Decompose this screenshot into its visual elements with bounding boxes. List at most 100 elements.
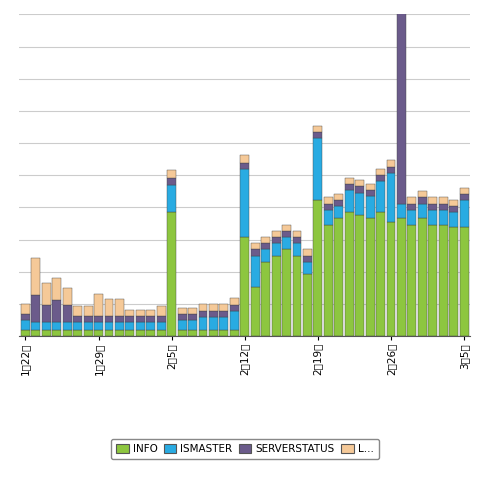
Bar [345, 190, 354, 212]
Bar [32, 295, 40, 323]
Bar [418, 204, 427, 218]
Bar [428, 210, 437, 225]
Bar [439, 197, 448, 204]
Bar [125, 310, 134, 316]
Bar [42, 330, 51, 336]
Bar [418, 197, 427, 204]
Bar [219, 330, 228, 336]
Bar [115, 330, 124, 336]
Bar [146, 316, 155, 323]
Bar [345, 212, 354, 336]
Bar [63, 330, 72, 336]
Bar [261, 262, 270, 336]
Bar [136, 330, 145, 336]
Bar [355, 186, 364, 192]
Bar [32, 330, 40, 336]
Bar [73, 330, 82, 336]
Bar [428, 225, 437, 336]
Bar [282, 237, 291, 250]
Bar [73, 323, 82, 330]
Bar [240, 169, 249, 237]
Bar [94, 316, 103, 323]
Bar [115, 316, 124, 323]
Bar [366, 190, 374, 196]
Bar [386, 160, 396, 167]
Bar [52, 323, 61, 330]
Bar [136, 316, 145, 323]
Bar [355, 215, 364, 336]
Bar [460, 227, 468, 336]
Bar [167, 212, 176, 336]
Bar [21, 304, 30, 314]
Bar [157, 306, 166, 316]
Bar [439, 210, 448, 225]
Bar [32, 323, 40, 330]
Bar [460, 188, 468, 194]
Bar [303, 255, 312, 262]
Bar [84, 323, 93, 330]
Bar [345, 178, 354, 184]
Bar [167, 170, 176, 178]
Bar [73, 306, 82, 316]
Bar [428, 197, 437, 204]
Bar [261, 250, 270, 262]
Bar [115, 299, 124, 316]
Bar [94, 323, 103, 330]
Bar [21, 320, 30, 330]
Bar [157, 330, 166, 336]
Bar [105, 299, 113, 316]
Bar [63, 305, 72, 323]
Bar [21, 330, 30, 336]
Bar [272, 255, 281, 336]
Bar [293, 237, 301, 243]
Bar [282, 231, 291, 237]
Bar [366, 218, 374, 336]
Bar [376, 212, 385, 336]
Bar [52, 330, 61, 336]
Bar [209, 330, 218, 336]
Bar [199, 311, 207, 317]
Bar [272, 237, 281, 243]
Bar [63, 323, 72, 330]
Bar [188, 320, 197, 330]
Bar [188, 308, 197, 314]
Bar [240, 163, 249, 169]
Bar [240, 156, 249, 163]
Bar [42, 323, 51, 330]
Bar [324, 210, 333, 225]
Bar [84, 306, 93, 316]
Bar [335, 200, 343, 206]
Bar [376, 181, 385, 212]
Bar [188, 330, 197, 336]
Bar [335, 218, 343, 336]
Bar [230, 330, 239, 336]
Bar [167, 185, 176, 212]
Bar [251, 287, 260, 336]
Bar [199, 317, 207, 330]
Bar [178, 330, 187, 336]
Bar [230, 305, 239, 311]
Bar [313, 200, 323, 336]
Bar [178, 308, 187, 314]
Bar [209, 311, 218, 317]
Bar [84, 330, 93, 336]
Bar [52, 300, 61, 323]
Bar [146, 330, 155, 336]
Bar [282, 225, 291, 231]
Bar [439, 225, 448, 336]
Bar [146, 323, 155, 330]
Bar [219, 317, 228, 330]
Bar [282, 250, 291, 336]
Bar [366, 196, 374, 218]
Legend: INFO, ISMASTER, SERVERSTATUS, L...: INFO, ISMASTER, SERVERSTATUS, L... [111, 439, 379, 459]
Bar [376, 175, 385, 181]
Bar [94, 330, 103, 336]
Bar [146, 310, 155, 316]
Bar [42, 305, 51, 323]
Bar [397, 218, 406, 336]
Bar [293, 231, 301, 237]
Bar [386, 167, 396, 173]
Bar [261, 237, 270, 243]
Bar [313, 132, 323, 138]
Bar [272, 231, 281, 237]
